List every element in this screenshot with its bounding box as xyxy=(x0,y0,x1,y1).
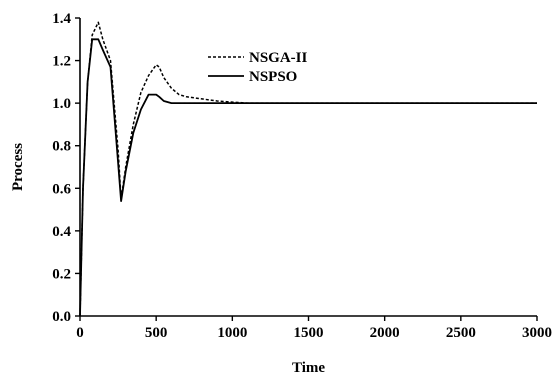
y-tick-label: 1.0 xyxy=(52,96,71,112)
x-tick-label: 2500 xyxy=(446,325,476,341)
x-tick-label: 500 xyxy=(145,325,168,341)
series-line-nsga-ii xyxy=(79,21,537,317)
y-tick-label: 0.2 xyxy=(52,266,71,282)
series-line-nspso xyxy=(79,38,537,317)
y-axis-title: Process xyxy=(10,143,26,191)
y-tick-label: 0.0 xyxy=(52,309,71,325)
y-tick-label: 1.2 xyxy=(52,54,71,70)
x-tick-label: 1000 xyxy=(217,325,247,341)
x-tick-label: 3000 xyxy=(522,325,552,341)
legend-label: NSGA-II xyxy=(249,50,308,66)
series-layer xyxy=(79,21,537,317)
legend: NSGA-II NSPSO xyxy=(208,50,308,85)
x-tick-label: 0 xyxy=(76,325,84,341)
x-tick-label: 2000 xyxy=(370,325,400,341)
y-tick-label: 1.4 xyxy=(52,11,71,27)
y-tick-label: 0.8 xyxy=(52,139,71,155)
legend-label: NSPSO xyxy=(249,69,297,85)
axes: 0.0 0.2 0.4 0.6 0.8 1.0 1.2 1.4 0 500 1000 1500 2000… xyxy=(52,11,552,341)
y-tick-label: 0.4 xyxy=(52,224,71,240)
y-tick-label: 0.6 xyxy=(52,181,71,197)
x-axis-title: Time xyxy=(292,360,325,376)
x-tick-label: 1500 xyxy=(294,325,324,341)
